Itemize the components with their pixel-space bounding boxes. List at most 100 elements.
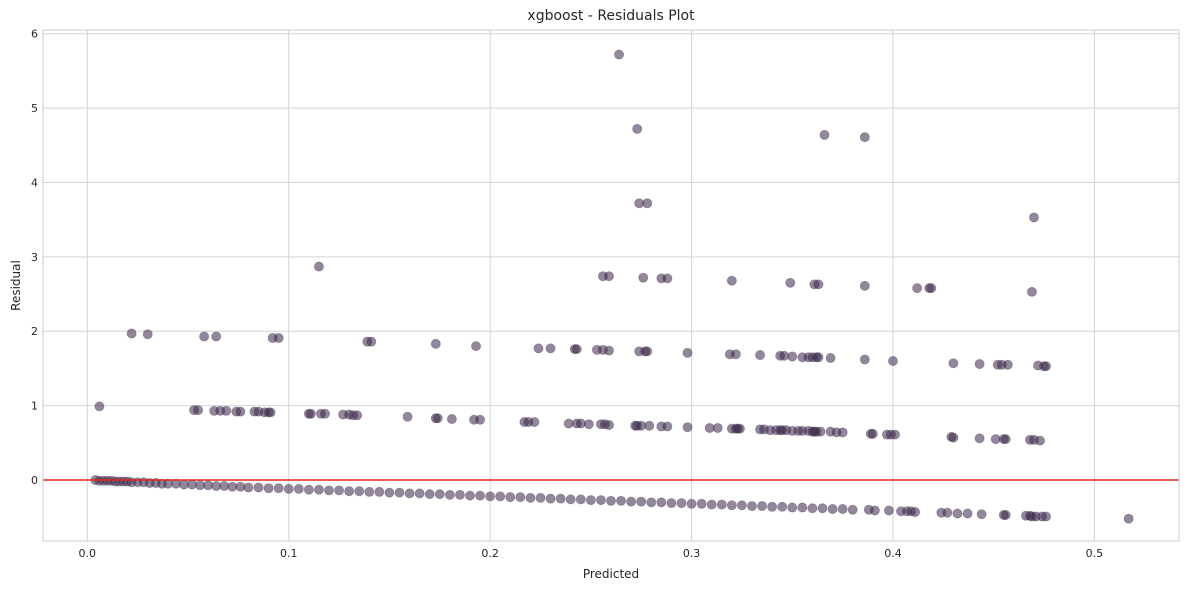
- data-point: [666, 498, 677, 509]
- data-point: [837, 427, 848, 438]
- data-point: [974, 358, 985, 369]
- data-point: [235, 406, 246, 417]
- data-point: [603, 271, 614, 282]
- data-point: [199, 331, 210, 342]
- data-point: [676, 498, 687, 509]
- data-point: [603, 419, 614, 430]
- data-point: [626, 496, 637, 507]
- data-point: [263, 483, 274, 494]
- data-point: [1000, 509, 1011, 520]
- data-point: [869, 505, 880, 516]
- data-point: [976, 509, 987, 520]
- data-point: [265, 407, 276, 418]
- data-point: [606, 495, 617, 506]
- data-point: [313, 261, 324, 272]
- data-point: [384, 487, 395, 498]
- data-point: [374, 486, 385, 497]
- data-point: [813, 352, 824, 363]
- data-point: [819, 129, 830, 140]
- data-point: [825, 353, 836, 364]
- data-point: [253, 482, 264, 493]
- data-point: [847, 504, 858, 515]
- data-point: [734, 423, 745, 434]
- x-tick-label: 0.5: [1086, 547, 1104, 560]
- data-point: [434, 489, 445, 500]
- data-point: [952, 508, 963, 519]
- data-point: [465, 490, 476, 501]
- data-point: [432, 413, 443, 424]
- data-point: [485, 491, 496, 502]
- y-tick-label: 0: [31, 474, 38, 487]
- y-tick-label: 1: [31, 400, 38, 413]
- data-point: [910, 506, 921, 517]
- data-point: [575, 494, 586, 505]
- data-point: [1035, 435, 1046, 446]
- data-point: [424, 489, 435, 500]
- data-point: [595, 495, 606, 506]
- data-point: [324, 485, 335, 496]
- data-point: [454, 489, 465, 500]
- data-point: [394, 487, 405, 498]
- data-point: [614, 49, 625, 60]
- data-point: [273, 483, 284, 494]
- data-point: [313, 484, 324, 495]
- x-axis-ticks: 0.0 0.1 0.2 0.3 0.4 0.5: [79, 547, 1104, 560]
- x-tick-label: 0.1: [280, 547, 298, 560]
- data-point: [883, 505, 894, 516]
- data-point: [636, 496, 647, 507]
- data-point: [730, 349, 741, 360]
- data-point: [603, 345, 614, 356]
- data-point: [585, 495, 596, 506]
- data-point: [662, 421, 673, 432]
- data-point: [529, 416, 540, 427]
- data-point: [638, 272, 649, 283]
- data-point: [815, 426, 826, 437]
- y-tick-label: 4: [31, 176, 38, 189]
- data-point: [962, 508, 973, 519]
- data-point: [583, 419, 594, 430]
- data-point: [402, 411, 413, 422]
- data-point: [505, 492, 516, 503]
- data-point: [912, 283, 923, 294]
- data-point: [755, 350, 766, 361]
- data-point: [767, 501, 778, 512]
- data-point: [787, 502, 798, 513]
- data-point: [616, 495, 627, 506]
- data-point: [126, 328, 137, 339]
- data-point: [787, 351, 798, 362]
- data-point: [303, 484, 314, 495]
- y-axis-label: Residual: [9, 260, 23, 311]
- data-point: [656, 497, 667, 508]
- data-point: [1000, 434, 1011, 445]
- data-point: [221, 405, 232, 416]
- data-point: [273, 332, 284, 343]
- data-point: [817, 503, 828, 514]
- y-tick-label: 3: [31, 251, 38, 264]
- x-tick-label: 0.3: [683, 547, 701, 560]
- data-point: [475, 490, 486, 501]
- data-point: [444, 489, 455, 500]
- data-point: [555, 493, 566, 504]
- data-point: [565, 494, 576, 505]
- y-tick-label: 6: [31, 28, 38, 41]
- data-point: [533, 343, 544, 354]
- data-point: [813, 279, 824, 290]
- data-point: [283, 483, 294, 494]
- data-point: [446, 414, 457, 425]
- data-point: [193, 405, 204, 416]
- data-point: [926, 283, 937, 294]
- data-point: [948, 358, 959, 369]
- data-points: [90, 49, 1134, 524]
- chart-title: xgboost - Residuals Plot: [527, 8, 695, 24]
- data-point: [642, 198, 653, 209]
- data-point: [726, 275, 737, 286]
- data-point: [757, 501, 768, 512]
- data-point: [644, 420, 655, 431]
- data-point: [571, 344, 582, 355]
- data-point: [211, 331, 222, 342]
- data-point: [974, 433, 985, 444]
- data-point: [1041, 511, 1052, 522]
- data-point: [1026, 286, 1037, 297]
- data-point: [682, 347, 693, 358]
- data-point: [807, 503, 818, 514]
